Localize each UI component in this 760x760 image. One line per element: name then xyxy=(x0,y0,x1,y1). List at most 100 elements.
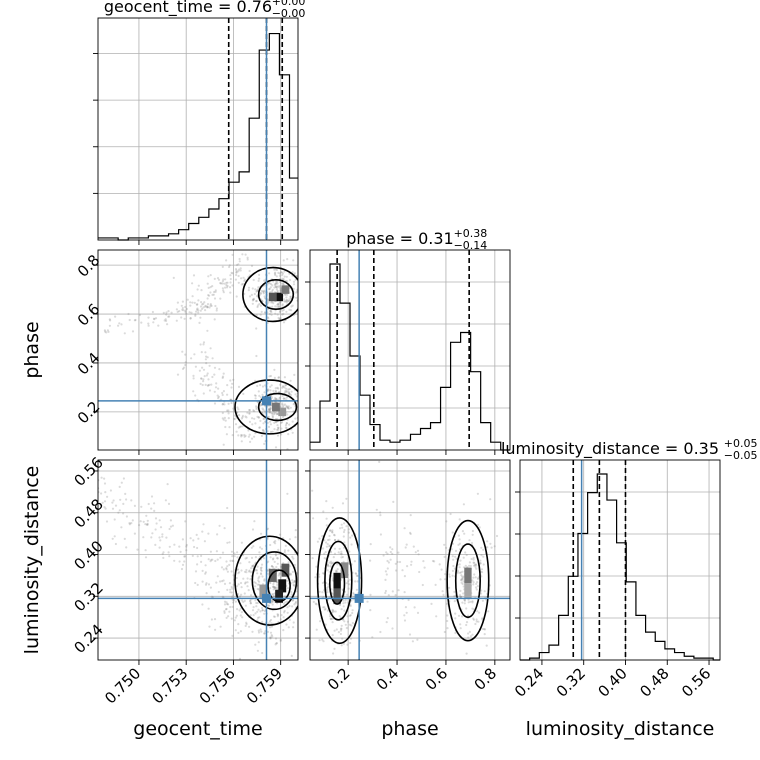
sample-point xyxy=(284,601,287,604)
sample-point xyxy=(327,565,330,568)
sample-point xyxy=(476,492,479,495)
sample-point xyxy=(167,310,170,313)
sample-point xyxy=(333,533,336,537)
sample-point xyxy=(269,389,272,392)
sample-point xyxy=(460,581,463,584)
sample-point xyxy=(239,425,242,428)
sample-point xyxy=(454,617,457,620)
sample-point xyxy=(335,628,338,631)
sample-point xyxy=(331,577,334,580)
sample-point xyxy=(213,277,216,280)
sample-point xyxy=(235,576,238,580)
sample-point xyxy=(460,579,463,582)
sample-point xyxy=(248,625,251,628)
sample-point xyxy=(231,434,234,437)
sample-point xyxy=(217,395,220,398)
sample-point xyxy=(204,383,207,386)
sample-point xyxy=(257,608,260,611)
sample-point xyxy=(335,571,338,574)
density-cell xyxy=(281,285,290,294)
sample-point xyxy=(339,629,343,632)
sample-point xyxy=(287,388,290,391)
sample-point xyxy=(451,531,454,534)
sample-point xyxy=(235,614,238,617)
sample-point xyxy=(253,394,257,397)
sample-point xyxy=(480,554,483,557)
sample-point xyxy=(228,563,231,567)
sample-point xyxy=(340,644,343,647)
sample-point xyxy=(276,303,279,306)
sample-point xyxy=(282,602,285,605)
sample-point xyxy=(274,389,277,392)
sample-point xyxy=(462,556,465,559)
sample-point xyxy=(225,286,229,289)
sample-point xyxy=(285,275,288,278)
sample-point xyxy=(252,278,255,282)
sample-point xyxy=(301,565,303,567)
sample-point xyxy=(281,385,285,388)
sample-point xyxy=(247,435,250,438)
sample-point xyxy=(114,542,117,546)
sample-point xyxy=(224,608,228,611)
sample-point xyxy=(338,547,341,550)
sample-point xyxy=(131,519,134,522)
sample-point xyxy=(211,558,214,561)
sample-point xyxy=(209,304,212,307)
sample-point xyxy=(201,603,204,606)
sample-point xyxy=(262,292,265,295)
sample-point xyxy=(287,549,290,552)
sample-point xyxy=(276,588,279,591)
sample-point xyxy=(227,409,230,412)
sample-point xyxy=(248,412,251,415)
sample-point xyxy=(257,577,260,580)
sample-point xyxy=(236,608,239,611)
y-tick-label: 0.32 xyxy=(71,579,107,615)
sample-point xyxy=(229,277,232,281)
sample-point xyxy=(387,561,390,564)
sample-point xyxy=(331,562,334,565)
sample-point xyxy=(471,601,474,604)
sample-point xyxy=(200,560,203,564)
sample-point xyxy=(208,625,211,628)
sample-point xyxy=(448,586,451,589)
x-tick-label: 0.6 xyxy=(422,664,452,694)
sample-point xyxy=(217,387,220,390)
sample-point xyxy=(242,276,245,279)
sample-point xyxy=(208,389,212,392)
sample-point xyxy=(219,625,222,628)
sample-point xyxy=(257,286,260,289)
sample-point xyxy=(226,541,229,544)
sample-point xyxy=(189,304,192,307)
sample-point xyxy=(232,599,235,602)
sample-point xyxy=(293,581,296,584)
sample-point xyxy=(268,411,271,414)
sample-point xyxy=(282,312,285,315)
sample-point xyxy=(237,408,240,411)
sample-point xyxy=(462,503,465,506)
sample-point xyxy=(345,626,348,630)
sample-point xyxy=(481,627,484,631)
sample-point xyxy=(449,512,452,516)
sample-point xyxy=(339,527,342,530)
sample-point xyxy=(283,298,286,301)
sample-point xyxy=(277,426,280,429)
sample-point xyxy=(164,499,167,502)
sample-point xyxy=(181,563,185,567)
sample-point xyxy=(239,581,243,585)
sample-point xyxy=(465,607,468,610)
sample-point xyxy=(277,428,280,431)
scatter-luminosity-distance-vs-geocent-time-panel xyxy=(93,459,310,665)
contour-line xyxy=(234,535,298,626)
sample-point xyxy=(225,259,228,262)
sample-point xyxy=(292,403,295,406)
sample-point xyxy=(211,285,214,288)
sample-point xyxy=(221,376,224,379)
sample-point xyxy=(308,548,310,550)
sample-point xyxy=(331,609,334,612)
sample-point xyxy=(209,291,212,294)
sample-point xyxy=(262,408,265,411)
sample-point xyxy=(301,593,303,595)
sample-point xyxy=(412,545,415,548)
sample-point xyxy=(242,600,245,604)
sample-point xyxy=(202,523,205,526)
